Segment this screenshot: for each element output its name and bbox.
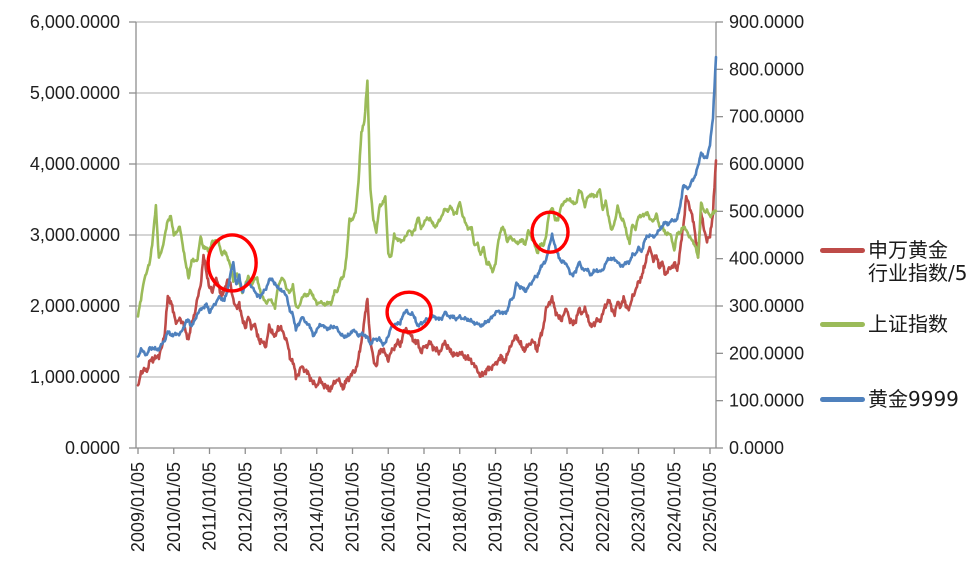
axis-ticks <box>129 21 723 454</box>
series-lines <box>136 55 718 393</box>
x-axis-tick-label: 2021/01/05 <box>557 462 577 552</box>
left-axis-tick-label: 3,000.0000 <box>30 225 120 245</box>
legend-item-1: 申万黄金 行业指数/5 <box>820 239 967 285</box>
right-axis-tick-label: 900.0000 <box>729 12 804 32</box>
legend-label-line: 上证指数 <box>868 312 948 336</box>
x-axis-tick-label: 2022/01/05 <box>593 462 613 552</box>
x-axis-tick-label: 2025/01/05 <box>700 462 720 552</box>
x-axis-tick-label: 2013/01/05 <box>271 462 291 552</box>
left-axis-tick-label: 0.0000 <box>65 438 120 458</box>
series-line-sse-composite-index <box>136 79 718 318</box>
legend-line-swatch <box>820 397 865 402</box>
right-axis-tick-label: 200.0000 <box>729 343 804 363</box>
chart-legend: 申万黄金 行业指数/5 上证指数黄金9999 <box>820 0 973 564</box>
legend-label: 上证指数 <box>868 313 948 336</box>
right-axis-tick-label: 800.0000 <box>729 59 804 79</box>
x-axis-tick-label: 2023/01/05 <box>629 462 649 552</box>
x-axis-tick-label: 2017/01/05 <box>414 462 434 552</box>
right-axis-tick-label: 400.0000 <box>729 249 804 269</box>
x-axis-tick-label: 2015/01/05 <box>343 462 363 552</box>
x-axis-labels: 2009/01/05 2010/01/05 2011/01/05 2012/01/05… <box>128 462 720 552</box>
legend-item-2: 上证指数 <box>820 313 948 336</box>
right-axis-tick-label: 0.0000 <box>729 438 784 458</box>
left-axis-tick-label: 4,000.0000 <box>30 154 120 174</box>
legend-line-swatch <box>820 322 865 327</box>
x-axis-tick-label: 2020/01/05 <box>521 462 541 552</box>
x-axis-tick-label: 2009/01/05 <box>128 462 148 552</box>
legend-line-swatch <box>820 248 865 253</box>
right-axis-tick-label: 600.0000 <box>729 154 804 174</box>
legend-label: 黄金9999 <box>868 388 959 411</box>
gridlines <box>136 21 716 449</box>
left-axis-tick-label: 6,000.0000 <box>30 12 120 32</box>
x-axis-tick-label: 2011/01/05 <box>200 462 220 551</box>
x-axis-tick-label: 2014/01/05 <box>307 462 327 552</box>
series-line-sw-gold-industry-index-div5 <box>136 159 718 393</box>
x-axis-tick-label: 2018/01/05 <box>450 462 470 552</box>
legend-label: 申万黄金 行业指数/5 <box>868 239 967 285</box>
annotation-circles <box>206 210 570 334</box>
x-axis-tick-label: 2024/01/05 <box>664 462 684 552</box>
right-axis-tick-label: 500.0000 <box>729 201 804 221</box>
x-axis-tick-label: 2010/01/05 <box>164 462 184 552</box>
right-axis-tick-label: 700.0000 <box>729 107 804 127</box>
x-axis-tick-label: 2016/01/05 <box>378 462 398 552</box>
legend-item-3: 黄金9999 <box>820 388 959 411</box>
left-axis-tick-label: 1,000.0000 <box>30 367 120 387</box>
right-axis-tick-label: 100.0000 <box>729 391 804 411</box>
series-line-gold-9999 <box>136 55 718 358</box>
legend-label-line: 行业指数/5 <box>868 261 968 285</box>
highlight-circle-2 <box>385 290 433 334</box>
right-axis-tick-label: 300.0000 <box>729 296 804 316</box>
x-axis-tick-label: 2019/01/05 <box>486 462 506 552</box>
left-axis-tick-label: 5,000.0000 <box>30 83 120 103</box>
legend-label-line: 申万黄金 <box>868 238 948 262</box>
highlight-circle-1 <box>206 233 258 293</box>
right-axis-labels: 900.0000 800.0000 700.0000 600.0000 500.0000… <box>729 12 804 458</box>
x-axis-tick-label: 2012/01/05 <box>235 462 255 552</box>
highlight-circle-3 <box>530 210 570 254</box>
left-axis-tick-label: 2,000.0000 <box>30 296 120 316</box>
left-axis-labels: 6,000.0000 5,000.0000 4,000.0000 3,000.0000… <box>30 12 120 458</box>
legend-label-line: 黄金9999 <box>868 387 959 411</box>
